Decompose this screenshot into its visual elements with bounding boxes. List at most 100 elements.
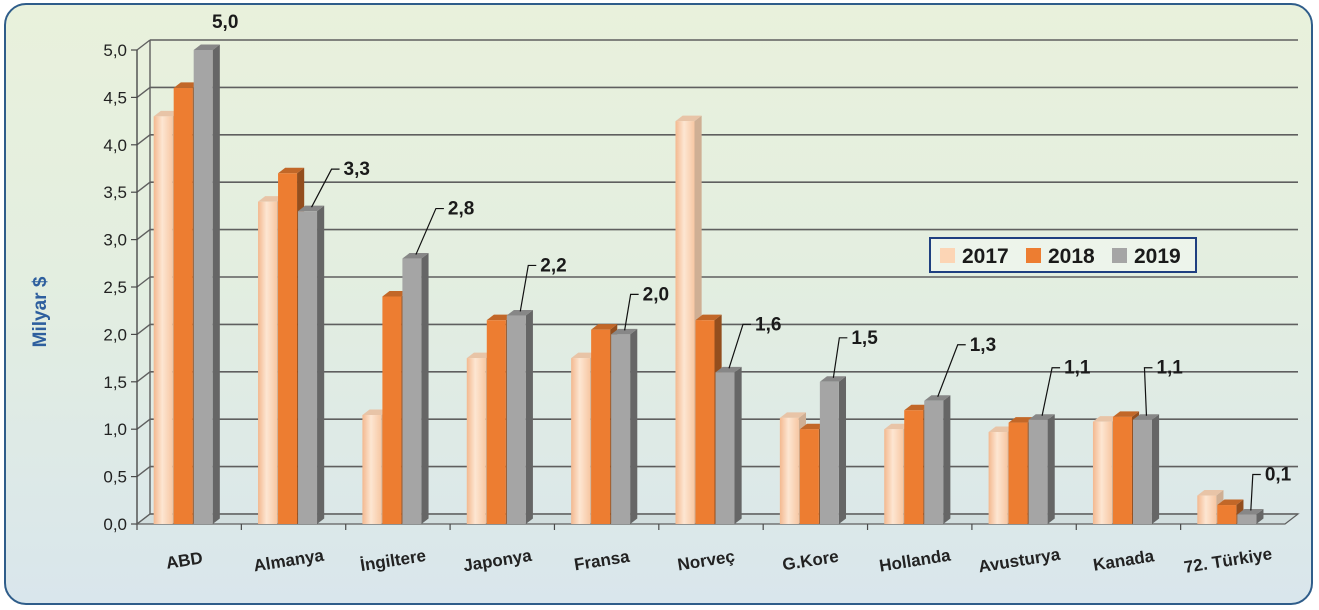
data-label-leader <box>1250 473 1261 511</box>
bar-top <box>591 324 618 330</box>
data-label: 0,1 <box>1265 465 1292 486</box>
bar-top <box>486 314 513 321</box>
data-label-leader <box>415 207 444 255</box>
legend-label: 2019 <box>1134 245 1181 268</box>
bar-top <box>1112 411 1140 417</box>
bar-front <box>1217 505 1237 524</box>
data-label: 3,3 <box>344 159 370 180</box>
bar-2019 <box>193 44 220 524</box>
bar-front <box>799 429 819 524</box>
bar-top <box>884 423 911 430</box>
x-category-label: Avusturya <box>977 545 1062 577</box>
bar-side <box>317 205 325 524</box>
bar-front <box>278 173 298 525</box>
x-category-label: Kanada <box>1092 546 1156 574</box>
x-category-label: 72. Türkiye <box>1183 544 1274 577</box>
legend: 2017 2018 2019 <box>929 237 1197 273</box>
gridline-depth <box>136 418 151 430</box>
bar-top <box>193 44 220 50</box>
bar-2019 <box>1132 414 1160 524</box>
bar-top <box>402 253 429 259</box>
legend-swatch <box>1112 248 1127 263</box>
legend-label: 2018 <box>1048 245 1095 268</box>
bar-side <box>1151 414 1160 524</box>
y-tick-label: 3,0 <box>103 231 127 250</box>
bar-top <box>1092 416 1120 422</box>
data-label: 1,5 <box>851 328 878 349</box>
bar-top <box>819 376 847 382</box>
labels: 0,0 0,5 1,0 1,5 2,0 2,5 3,0 3,5 4,0 4,5 5,0 ABD Alma… <box>103 12 1291 577</box>
bar-2019 <box>924 395 951 524</box>
bar-top <box>362 409 389 415</box>
bar-front <box>193 50 213 524</box>
x-category-label: Japonya <box>462 546 534 576</box>
bar-side <box>212 44 220 524</box>
bar-top <box>1028 414 1055 420</box>
bar-front <box>153 116 173 525</box>
bar-2019 <box>298 205 325 524</box>
bar-front <box>675 121 695 524</box>
bar-front <box>1092 421 1112 524</box>
bar-top <box>715 366 742 373</box>
bar-side <box>1047 414 1055 524</box>
bar-top <box>1008 417 1035 423</box>
bar-front <box>1028 419 1048 524</box>
gridline-depth <box>136 86 151 98</box>
x-category-label: İngiltere <box>359 546 427 575</box>
y-tick-label: 4,5 <box>103 88 127 107</box>
gridline-depth <box>136 229 151 241</box>
data-label-leader <box>832 337 848 378</box>
bar-top <box>258 196 285 202</box>
bar-front <box>486 320 506 524</box>
bar-2019 <box>611 328 638 524</box>
bar-side <box>421 253 429 524</box>
bar-front <box>884 429 904 524</box>
data-label: 5,0 <box>212 12 238 33</box>
bar-top <box>904 404 931 411</box>
y-tick-label: 2,0 <box>103 325 127 344</box>
y-tick-label: 5,0 <box>103 41 127 60</box>
bar-front <box>1197 495 1217 524</box>
bar-front <box>715 372 735 524</box>
bar-2019 <box>506 309 533 524</box>
bar-front <box>779 417 799 524</box>
y-axis-title: Milyar $ <box>30 276 51 347</box>
bar-top <box>695 314 722 321</box>
bar-top <box>173 82 200 88</box>
bar-2019 <box>1028 414 1055 524</box>
bar-top <box>1132 414 1160 420</box>
data-label-leader <box>519 264 537 312</box>
bar-front <box>173 87 193 525</box>
bar-front <box>904 410 924 524</box>
data-label: 2,8 <box>448 199 474 220</box>
bar-front <box>402 258 422 524</box>
y-tick-label: 0,5 <box>103 468 127 487</box>
y-tick-label: 1,5 <box>103 373 127 392</box>
bar-front <box>1237 514 1257 524</box>
bar-front <box>1112 416 1132 524</box>
legend-swatch <box>940 248 955 263</box>
data-label-leader <box>1041 367 1061 416</box>
bar-top <box>988 426 1015 433</box>
bar-front <box>298 211 318 524</box>
gridline-depth <box>136 134 151 146</box>
bar-front <box>362 414 382 524</box>
data-label-leader <box>728 323 751 369</box>
bar-side <box>630 328 638 524</box>
bar-front <box>382 296 402 524</box>
bar-top <box>382 290 409 297</box>
data-label: 1,1 <box>1064 358 1091 379</box>
bar-front <box>988 432 1008 524</box>
bar-top <box>153 110 180 117</box>
bar-front <box>591 329 611 524</box>
bar-top <box>1237 509 1264 515</box>
legend-box <box>929 237 1197 273</box>
y-tick-label: 1,0 <box>103 420 127 439</box>
x-category-label: G.Kore <box>781 547 840 575</box>
bar-front <box>506 315 526 524</box>
bars <box>153 44 1264 525</box>
bar-top <box>924 395 951 401</box>
bar-front <box>571 358 591 524</box>
bar-top <box>611 328 638 335</box>
